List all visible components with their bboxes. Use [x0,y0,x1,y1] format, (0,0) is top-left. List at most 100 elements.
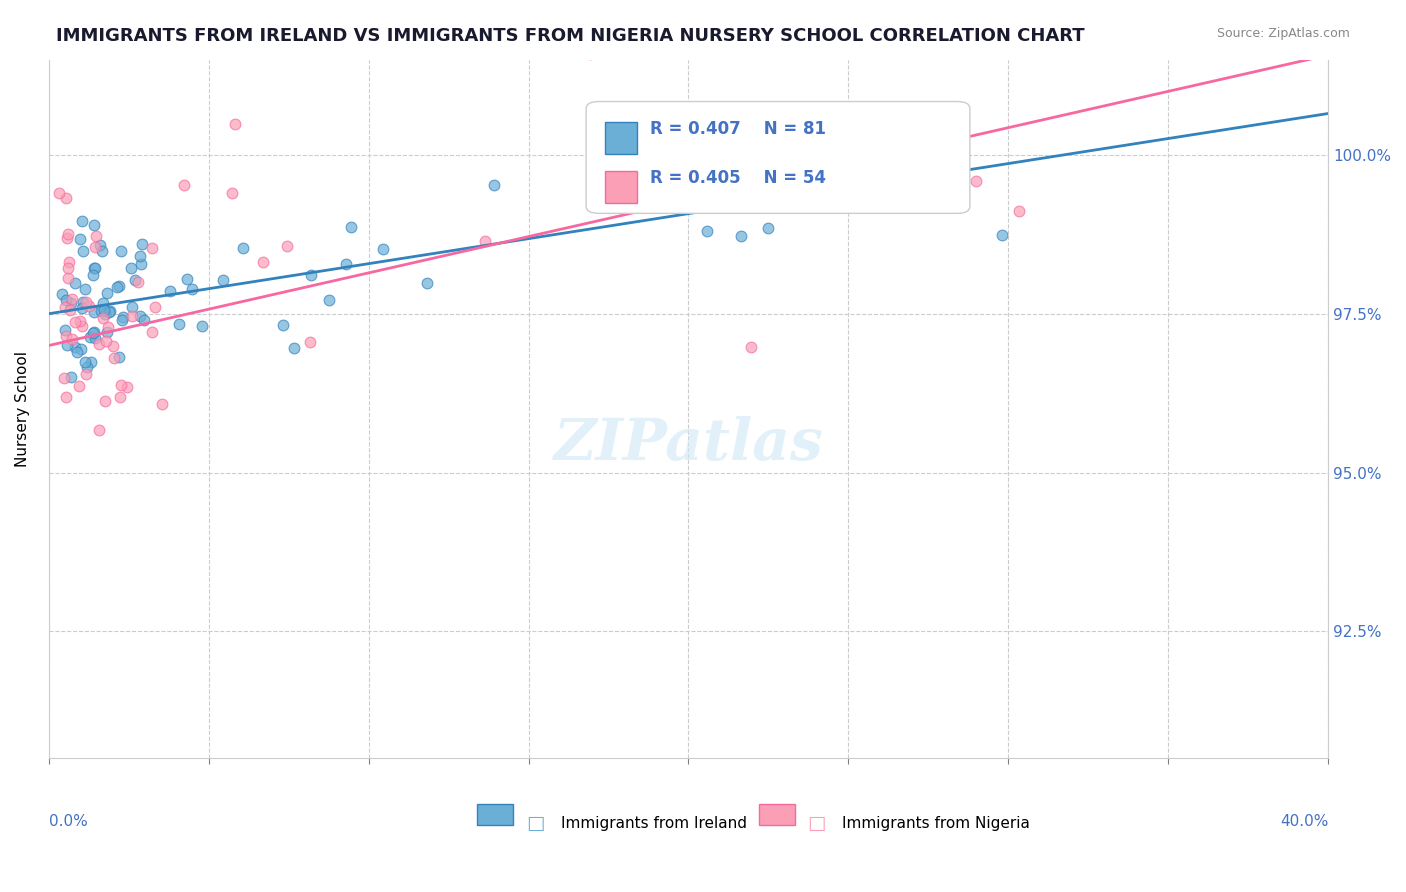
Immigrants from Nigeria [56,227,79,241]
Immigrants from Nigeria [965,174,987,188]
Immigrants from Ireland [83,305,105,319]
Immigrants from Ireland [107,279,129,293]
Text: 0.0%: 0.0% [49,814,87,830]
Immigrants from Ireland [730,228,752,243]
Immigrants from Ireland [232,241,254,255]
Immigrants from Nigeria [58,255,80,269]
Immigrants from Ireland [190,318,212,333]
Immigrants from Nigeria [58,260,80,275]
Immigrants from Ireland [710,176,733,190]
Immigrants from Ireland [63,340,86,354]
Immigrants from Nigeria [1008,204,1031,219]
Immigrants from Nigeria [53,371,76,385]
Immigrants from Nigeria [55,390,77,404]
Immigrants from Ireland [283,341,305,355]
Immigrants from Ireland [69,231,91,245]
Immigrants from Ireland [318,293,340,307]
Text: ZIPatlas: ZIPatlas [554,416,824,472]
Text: R = 0.405    N = 54: R = 0.405 N = 54 [650,169,827,187]
Immigrants from Nigeria [127,275,149,289]
Immigrants from Ireland [990,227,1012,242]
Immigrants from Ireland [72,244,94,259]
Immigrants from Nigeria [84,229,107,244]
Immigrants from Nigeria [53,301,76,315]
Immigrants from Nigeria [56,271,79,285]
Immigrants from Ireland [83,325,105,339]
Immigrants from Ireland [797,200,820,214]
Immigrants from Nigeria [685,121,707,136]
Immigrants from Nigeria [94,334,117,348]
Immigrants from Ireland [108,350,131,364]
Immigrants from Nigeria [48,186,70,200]
Immigrants from Ireland [180,282,202,296]
Text: R = 0.407    N = 81: R = 0.407 N = 81 [650,120,827,138]
Immigrants from Ireland [70,214,93,228]
Immigrants from Ireland [110,244,132,259]
Immigrants from Ireland [482,178,505,193]
Immigrants from Ireland [111,310,134,324]
Immigrants from Ireland [90,303,112,318]
Immigrants from Ireland [107,280,129,294]
Immigrants from Nigeria [103,351,125,365]
Immigrants from Ireland [882,162,904,177]
Immigrants from Nigeria [77,299,100,313]
Immigrants from Ireland [271,318,294,332]
Bar [759,804,794,825]
Immigrants from Ireland [335,257,357,271]
Immigrants from Ireland [76,359,98,374]
Immigrants from Nigeria [115,379,138,393]
Immigrants from Nigeria [121,309,143,323]
Immigrants from Ireland [129,249,152,263]
Immigrants from Nigeria [143,300,166,314]
Immigrants from Nigeria [221,186,243,200]
Immigrants from Nigeria [67,379,90,393]
Immigrants from Ireland [55,338,77,352]
Immigrants from Nigeria [740,340,762,354]
Immigrants from Ireland [952,123,974,137]
Immigrants from Nigeria [872,121,894,136]
Immigrants from Ireland [820,178,842,192]
Immigrants from Ireland [79,330,101,344]
Immigrants from Ireland [80,354,103,368]
Immigrants from Nigeria [108,390,131,404]
Text: 40.0%: 40.0% [1279,814,1329,830]
Immigrants from Nigeria [84,240,107,254]
Immigrants from Nigeria [60,292,83,306]
Immigrants from Nigeria [60,332,83,346]
Immigrants from Ireland [759,179,782,194]
Immigrants from Ireland [59,370,82,384]
Immigrants from Ireland [94,307,117,321]
Immigrants from Nigeria [55,328,77,343]
Immigrants from Ireland [66,345,89,359]
Immigrants from Ireland [723,187,745,202]
Immigrants from Nigeria [173,178,195,193]
Immigrants from Nigeria [89,423,111,437]
Immigrants from Ireland [416,277,439,291]
Immigrants from Ireland [72,301,94,316]
Immigrants from Ireland [89,238,111,252]
Immigrants from Ireland [129,256,152,270]
Immigrants from Ireland [75,281,97,295]
Immigrants from Ireland [69,342,91,356]
Immigrants from Ireland [83,218,105,232]
Bar [606,171,637,202]
Immigrants from Ireland [51,287,73,301]
Immigrants from Ireland [53,323,76,337]
Immigrants from Ireland [91,296,114,310]
Bar [478,804,513,825]
Immigrants from Nigeria [152,397,174,411]
Bar [606,122,637,154]
Immigrants from Nigeria [141,326,163,340]
Immigrants from Ireland [90,244,112,258]
Immigrants from Ireland [212,273,235,287]
Immigrants from Nigeria [59,302,82,317]
Immigrants from Nigeria [101,338,124,352]
Immigrants from Ireland [128,309,150,323]
Immigrants from Nigeria [141,241,163,255]
Immigrants from Nigeria [650,125,672,139]
Immigrants from Ireland [121,300,143,314]
Immigrants from Nigeria [91,310,114,325]
Immigrants from Ireland [124,273,146,287]
Immigrants from Nigeria [94,393,117,408]
Immigrants from Ireland [176,272,198,286]
